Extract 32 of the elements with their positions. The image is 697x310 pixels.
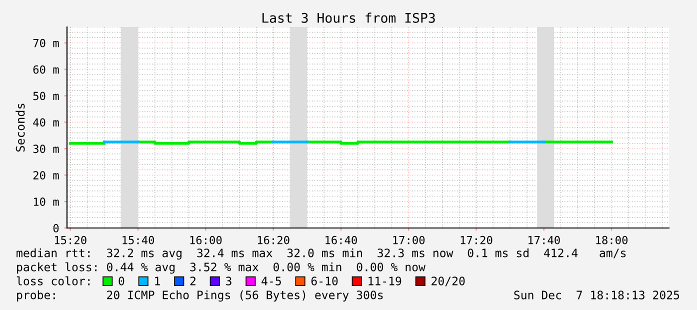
y-tick-label: 10 m: [34, 198, 59, 206]
legend-label: 20/20: [432, 276, 465, 286]
legend-label: 2: [190, 276, 196, 286]
x-tick-label: 17:20: [460, 236, 492, 244]
x-tick-label: 16:00: [190, 236, 222, 244]
y-tick-label: 0: [53, 224, 59, 232]
x-tick-label: 16:40: [326, 236, 357, 244]
legend-label: 1: [155, 276, 160, 286]
legend-title: loss color:: [16, 276, 90, 286]
y-tick-label: 70 m: [33, 38, 59, 48]
x-tick-label: 18:00: [596, 236, 628, 244]
legend-label: 6-10: [311, 276, 338, 286]
chart-title: Last 3 Hours from ISP3: [262, 12, 435, 23]
text: Sun Dec 7 18:18:13 2025: [514, 290, 680, 300]
legend-label: 11-19: [368, 276, 402, 286]
y-tick-label: 40 m: [33, 118, 59, 127]
x-tick-label: 16:20: [258, 236, 290, 244]
x-tick-label: 17:00: [393, 236, 425, 244]
text: median rtt: 32.2 ms avg 32.4 ms max 32.0 ms min 32.3 ms now 0.1 ms sd 412.4 am/s: [16, 248, 626, 260]
x-tick-label: 15:20: [54, 236, 86, 244]
legend-label: 3: [226, 276, 232, 286]
legend-label: 0: [118, 276, 124, 286]
y-tick-label: 60 m: [33, 65, 59, 74]
y-tick-label: 20 m: [33, 171, 59, 180]
text: probe: 20 ICMP Echo Pings (56 Bytes) every 300s: [17, 290, 383, 302]
y-axis-title: Seconds: [16, 104, 25, 152]
x-tick-label: 17:40: [528, 236, 560, 244]
legend-label: 4-5: [262, 276, 281, 286]
y-tick-label: 30 m: [33, 144, 59, 154]
text: packet loss: 0.44 % avg 3.52 % max 0.00 % min 0.00 % now: [17, 262, 426, 274]
y-tick-label: 50 m: [33, 92, 59, 100]
x-tick-label: 15:40: [122, 236, 154, 244]
